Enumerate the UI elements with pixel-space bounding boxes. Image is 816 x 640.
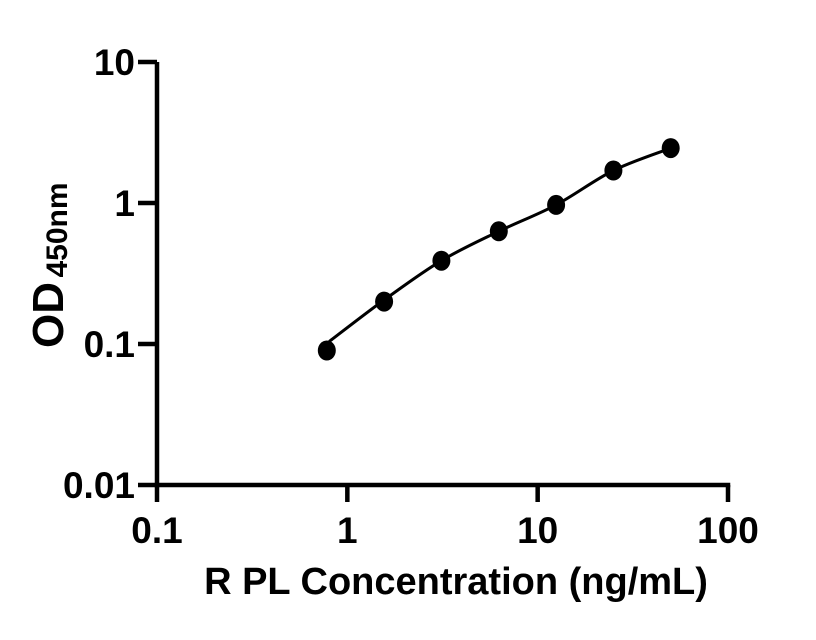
x-axis: 0.1 1 10 100 [131,482,759,551]
data-point [547,194,566,215]
x-tick-label: 100 [697,510,759,551]
x-axis-title: R PL Concentration (ng/mL) [204,561,708,603]
y-tick-label: 10 [94,42,135,83]
y-axis-ticks [138,59,157,488]
data-points [317,138,680,361]
y-tick-label: 0.01 [63,465,135,506]
y-axis-tick-labels: 0.01 0.1 1 10 [63,42,135,506]
y-axis: 0.01 0.1 1 10 [63,42,160,506]
data-point [432,250,451,271]
y-axis-title: OD 450nm [24,182,74,348]
y-axis-title-subscript: 450nm [41,182,74,277]
data-point [661,138,680,159]
data-point [604,160,623,181]
y-tick-label: 0.1 [84,324,135,365]
x-axis-tick-labels: 0.1 1 10 100 [131,510,759,551]
y-tick-label: 1 [114,183,135,224]
x-tick-label: 10 [517,510,558,551]
x-axis-ticks [154,485,731,502]
x-tick-label: 1 [337,510,358,551]
x-tick-label: 0.1 [131,510,182,551]
data-point [317,340,336,361]
data-point [489,221,508,242]
y-axis-title-main: OD [24,282,73,348]
data-point [375,291,394,312]
